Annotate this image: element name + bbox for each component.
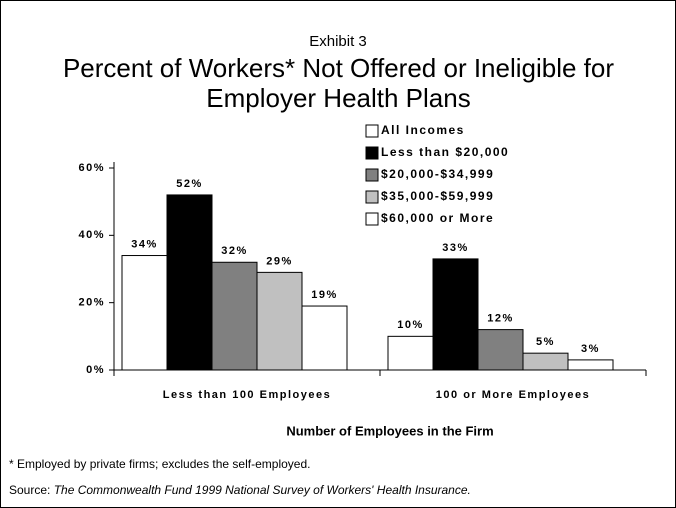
x-tick-label: Less than 100 Employees [163, 389, 331, 401]
bar [522, 352, 569, 371]
legend-label: $35,000-$59,999 [381, 189, 494, 203]
legend-swatch [365, 168, 379, 182]
bar [121, 255, 168, 371]
exhibit-label: Exhibit 3 [309, 33, 367, 50]
chart: 0% 20% 40% 60% Less than 100 Employees 34% 52%… [78, 123, 647, 438]
legend-swatch [365, 212, 379, 226]
y-tick-label: 40% [78, 229, 105, 241]
source: Source: The Commonwealth Fund 1999 Natio… [9, 483, 471, 497]
value-label: 32% [221, 245, 248, 257]
bar [211, 261, 258, 371]
value-label: 19% [311, 289, 338, 301]
y-tick-label: 0% [86, 364, 105, 376]
bar [567, 359, 614, 371]
x-axis-label: Number of Employees in the Firm [286, 423, 493, 438]
x-tick-label: 100 or More Employees [436, 389, 590, 401]
bar [432, 258, 479, 371]
bar [256, 271, 303, 371]
legend-label: Less than $20,000 [381, 145, 509, 159]
legend-swatch [365, 124, 379, 138]
source-text: The Commonwealth Fund 1999 National Surv… [53, 483, 471, 497]
legend-swatch [365, 190, 379, 204]
value-label: 10% [397, 319, 424, 331]
y-tick-label: 60% [78, 162, 105, 174]
value-label: 33% [442, 242, 469, 254]
value-label: 29% [266, 255, 293, 267]
value-label: 12% [487, 313, 514, 325]
y-tick-label: 20% [78, 297, 105, 309]
value-label: 34% [131, 238, 158, 250]
value-label: 3% [581, 343, 600, 355]
bar [166, 194, 213, 371]
chart-title: Percent of Workers* Not Offered or Ineli… [62, 53, 615, 113]
legend-swatch [365, 146, 379, 160]
bar [387, 335, 434, 371]
legend-label: All Incomes [381, 123, 465, 137]
value-label: 52% [176, 178, 203, 190]
value-label: 5% [536, 336, 555, 348]
footnote: * Employed by private firms; excludes th… [9, 457, 311, 471]
legend-label: $20,000-$34,999 [381, 167, 494, 181]
source-label: Source: [9, 483, 51, 497]
legend-label: $60,000 or More [381, 211, 494, 225]
bar [301, 305, 348, 371]
bar [477, 329, 524, 371]
